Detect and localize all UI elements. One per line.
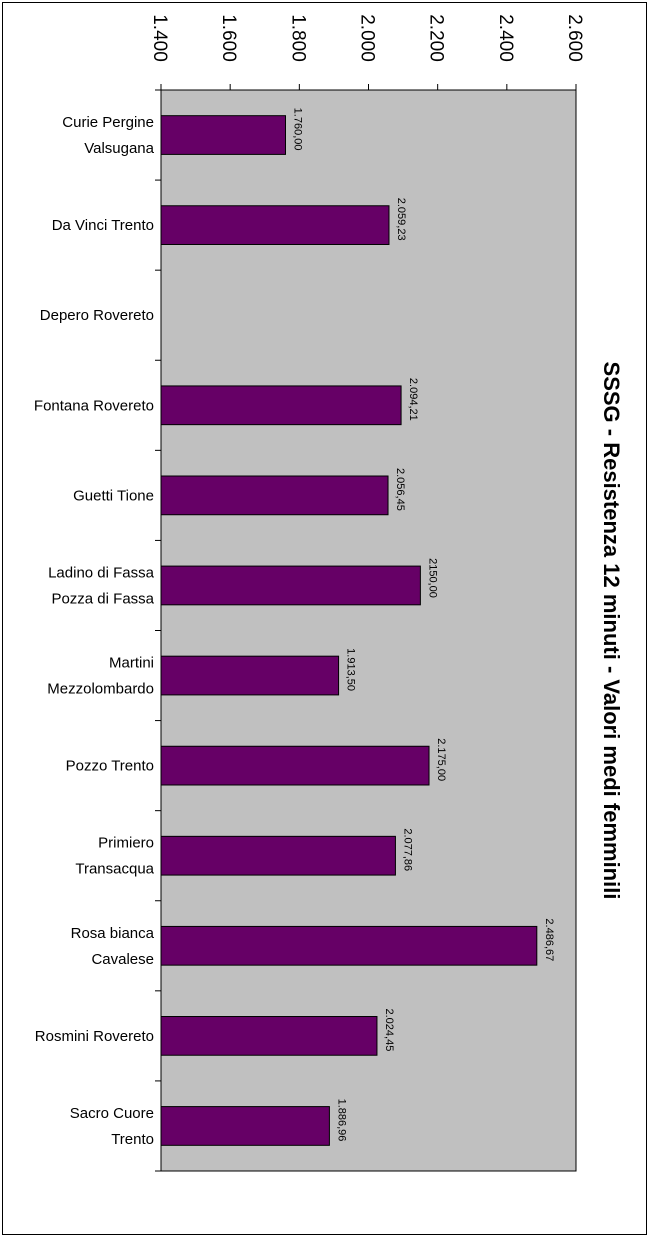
category-label: Depero Rovereto <box>40 307 154 324</box>
bar <box>160 655 340 696</box>
bar-data-label: 2.486,67 <box>543 918 555 961</box>
bar-data-label: 2.024,45 <box>383 1009 395 1052</box>
value-axis-tick-label: 2.400 <box>495 14 516 62</box>
category-label: Ladino di Fassa Pozza di Fassa <box>48 564 155 607</box>
bar-data-label: 2150,00 <box>426 558 438 598</box>
category-label: Sacro Cuore Trento <box>70 1105 154 1148</box>
bar <box>160 115 286 155</box>
bar <box>160 835 396 876</box>
bar <box>160 1106 330 1146</box>
category-label: Rosmini Rovereto <box>35 1028 154 1045</box>
category-label: Fontana Rovereto <box>34 397 154 414</box>
bar-data-label: 2.077,86 <box>401 828 413 871</box>
category-label: Guetti Tione <box>73 487 154 504</box>
bar <box>160 385 402 426</box>
category-label: Da Vinci Trento <box>52 217 154 234</box>
bar-data-label: 2.175,00 <box>435 738 447 781</box>
bar-data-label: 1.886,96 <box>335 1099 347 1142</box>
bar <box>160 565 421 606</box>
bar-data-label: 2.059,23 <box>395 198 407 241</box>
value-axis-tick-label: 2.200 <box>426 14 447 62</box>
category-label: Primiero Transacqua <box>75 835 154 878</box>
category-label: Pozzo Trento <box>66 758 154 775</box>
chart-title: SSSG - Resistenza 12 minuti - Valori med… <box>599 362 624 900</box>
bar <box>160 475 389 516</box>
bar <box>160 1016 378 1056</box>
bar-data-label: 1.760,00 <box>292 108 304 151</box>
bar <box>160 745 430 786</box>
bar <box>160 925 538 966</box>
value-axis-tick-label: 1.800 <box>287 14 308 62</box>
value-axis-tick-label: 2.000 <box>357 14 378 62</box>
category-label: Curie Pergine Valsugana <box>62 114 154 157</box>
bar-data-label: 2.056,45 <box>394 468 406 511</box>
category-label: Martini Mezzolombardo <box>47 655 154 698</box>
value-axis-tick-label: 2.600 <box>564 14 585 62</box>
category-label: Rosa bianca Cavalese <box>71 925 155 968</box>
value-axis-tick-label: 1.400 <box>149 14 170 62</box>
bar <box>160 205 390 245</box>
bar-data-label: 1.913,50 <box>345 648 357 691</box>
value-axis-tick-label: 1.600 <box>218 14 239 62</box>
bar-data-label: 2.094,21 <box>407 378 419 421</box>
plot-area <box>160 89 577 1172</box>
